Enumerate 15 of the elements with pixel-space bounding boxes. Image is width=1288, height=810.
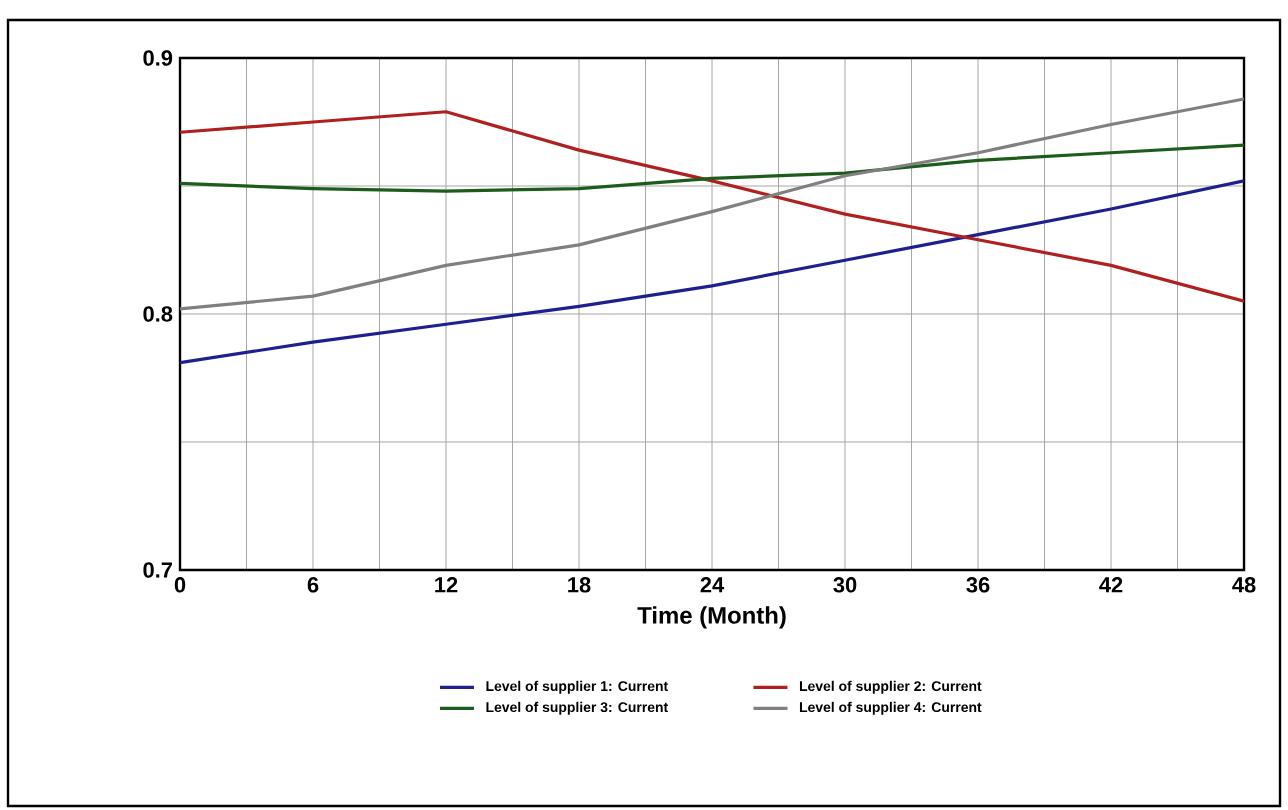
x-tick-label: 24 [700, 577, 725, 593]
y-tick-label: 0.9 [143, 50, 173, 66]
x-tick-label: 30 [833, 577, 857, 593]
line-series [180, 143, 1245, 193]
y-tick-label: 0.8 [143, 306, 173, 322]
x-tick-label: 12 [435, 577, 458, 593]
x-tick-label: 48 [1232, 577, 1256, 593]
x-tick-label: 0 [174, 577, 186, 593]
x-tick-label: 36 [966, 577, 990, 593]
x-tick-label: 42 [1099, 577, 1123, 593]
line-series [180, 179, 1245, 365]
x-tick-label: 18 [568, 577, 591, 593]
y-tick-label: 0.7 [143, 562, 172, 578]
x-axis-title: Time (Month) [637, 606, 786, 629]
x-tick-label: 6 [307, 577, 319, 593]
